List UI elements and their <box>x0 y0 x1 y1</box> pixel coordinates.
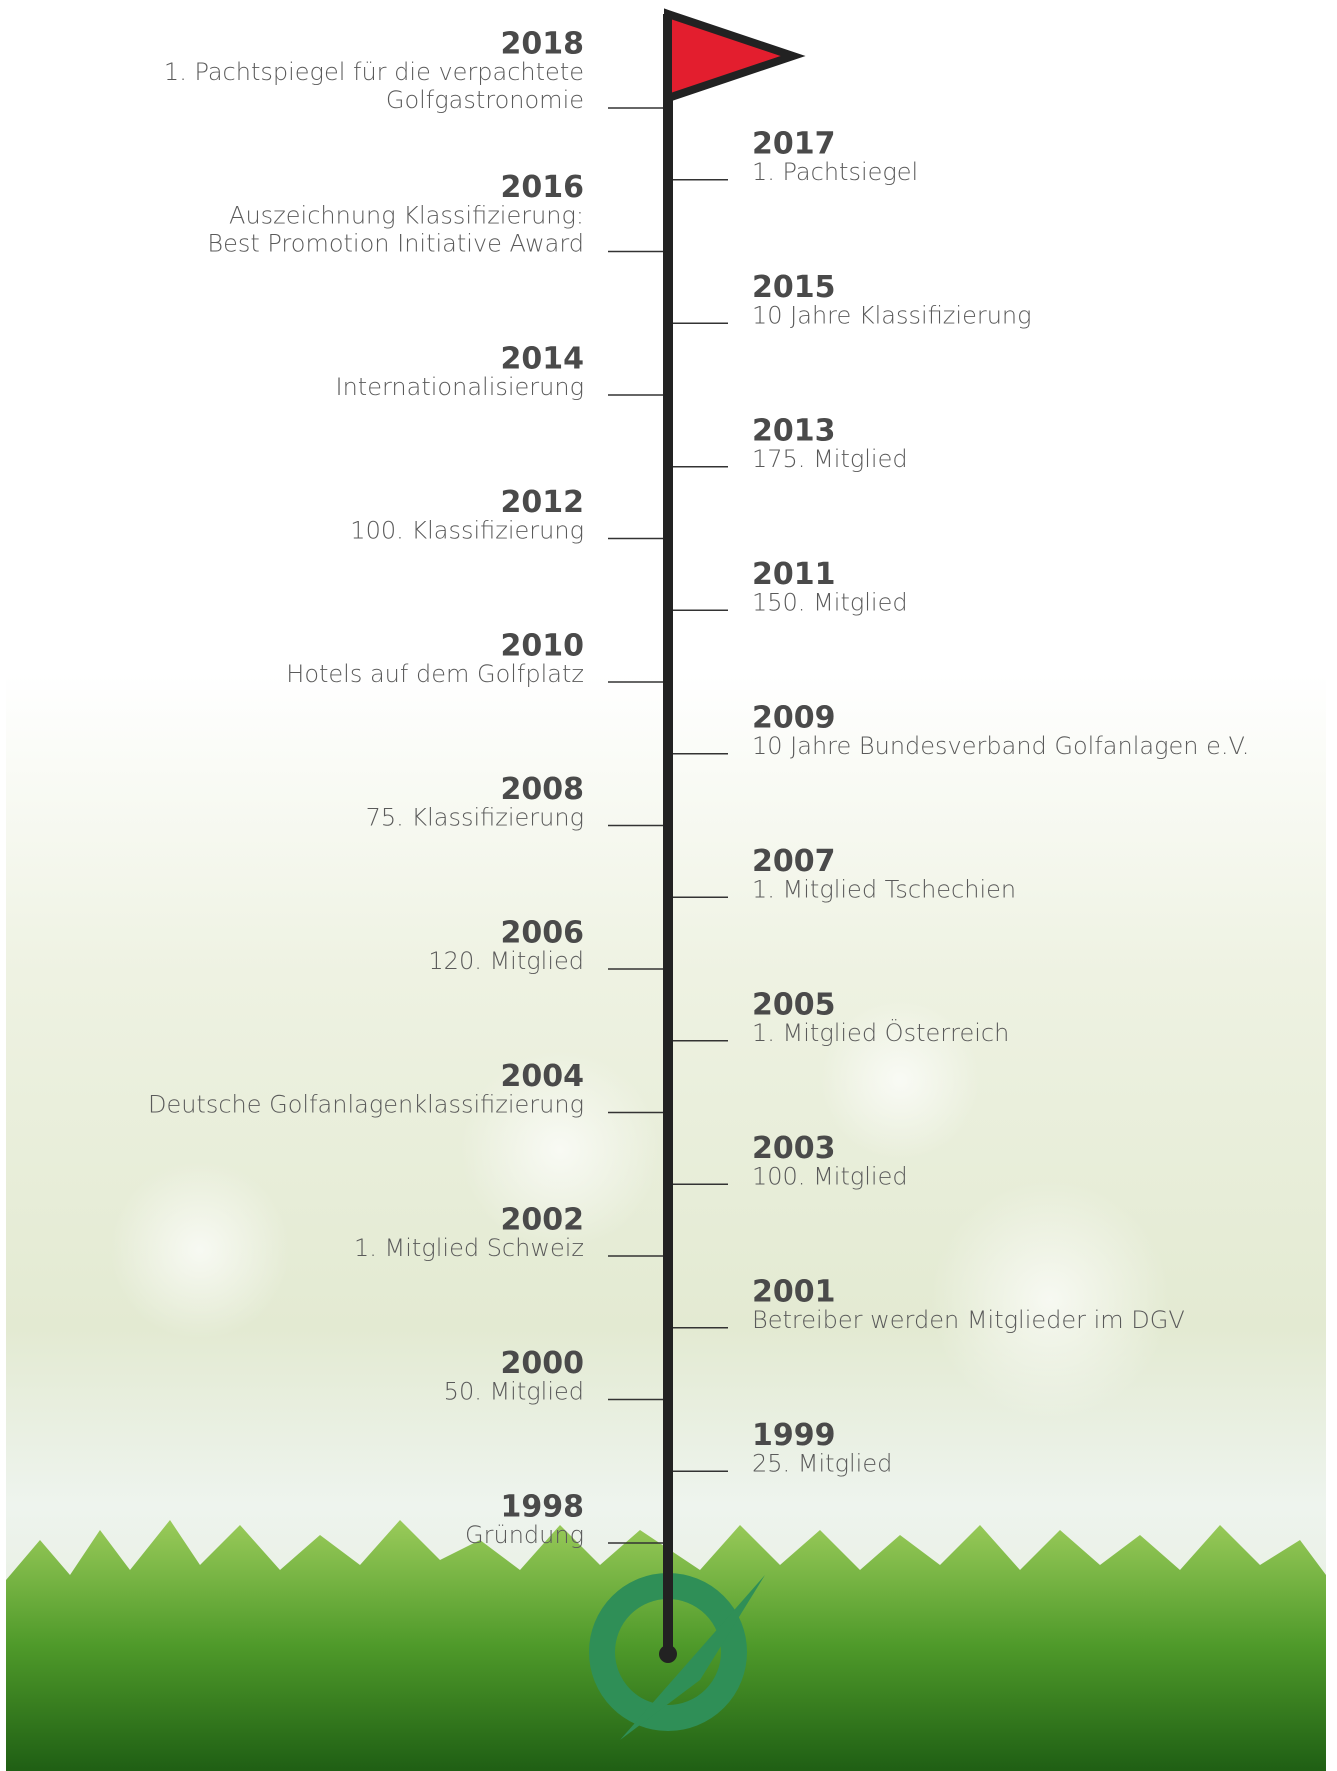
event-year: 2007 <box>752 844 836 879</box>
event-year: 2003 <box>752 1131 836 1166</box>
event-text: 120. Mitglied <box>428 947 584 975</box>
event-text: Best Promotion Initiative Award <box>207 230 584 258</box>
event-year: 2010 <box>501 629 585 664</box>
event-text: Gründung <box>465 1521 584 1549</box>
event-text: 100. Klassifizierung <box>350 517 584 545</box>
event-year: 2001 <box>752 1274 836 1309</box>
event-year: 2006 <box>501 916 585 951</box>
event-text: 25. Mitglied <box>752 1449 892 1477</box>
pole-base <box>659 1645 677 1663</box>
event-year: 2015 <box>752 270 836 305</box>
event-text: 75. Klassifizierung <box>366 804 584 832</box>
event-year: 2017 <box>752 126 836 161</box>
event-year: 1998 <box>501 1490 585 1525</box>
event-text: 10 Jahre Klassifizierung <box>752 301 1032 329</box>
event-text: 100. Mitglied <box>752 1162 908 1190</box>
event-text: Hotels auf dem Golfplatz <box>286 660 584 688</box>
event-year: 2018 <box>501 27 585 62</box>
event-text: 50. Mitglied <box>444 1378 584 1406</box>
event-year: 2016 <box>501 170 585 205</box>
event-year: 2009 <box>752 700 836 735</box>
event-text: 1. Pachtspiegel für die verpachtete <box>164 58 584 86</box>
event-text: Golfgastronomie <box>386 86 584 114</box>
event-year: 2000 <box>501 1346 585 1381</box>
event-text: 1. Mitglied Tschechien <box>752 875 1016 903</box>
event-text: Internationalisierung <box>336 373 584 401</box>
flag-pole <box>663 14 673 1654</box>
event-text: 150. Mitglied <box>752 588 908 616</box>
event-text: Auszeichnung Klassifizierung: <box>229 202 584 230</box>
event-year: 2014 <box>501 342 585 377</box>
timeline: 1. Pachtspiegel für die verpachteteGolfg… <box>0 0 1337 1771</box>
event-year: 2012 <box>501 485 585 520</box>
event-year: 2004 <box>501 1059 585 1094</box>
event-text: 10 Jahre Bundesverband Golfanlagen e.V. <box>752 732 1249 760</box>
event-year: 2008 <box>501 772 585 807</box>
event-text: Deutsche Golfanlagenklassifizierung <box>148 1091 584 1119</box>
event-text: 175. Mitglied <box>752 445 908 473</box>
event-text: 1. Mitglied Schweiz <box>354 1234 584 1262</box>
event-text: 1. Pachtsiegel <box>752 158 918 186</box>
event-year: 2005 <box>752 987 836 1022</box>
event-year: 2002 <box>501 1203 585 1238</box>
event-year: 2013 <box>752 413 836 448</box>
event-year: 2011 <box>752 557 836 592</box>
event-year: 1999 <box>752 1418 836 1453</box>
event-text: Betreiber werden Mitglieder im DGV <box>752 1306 1185 1334</box>
